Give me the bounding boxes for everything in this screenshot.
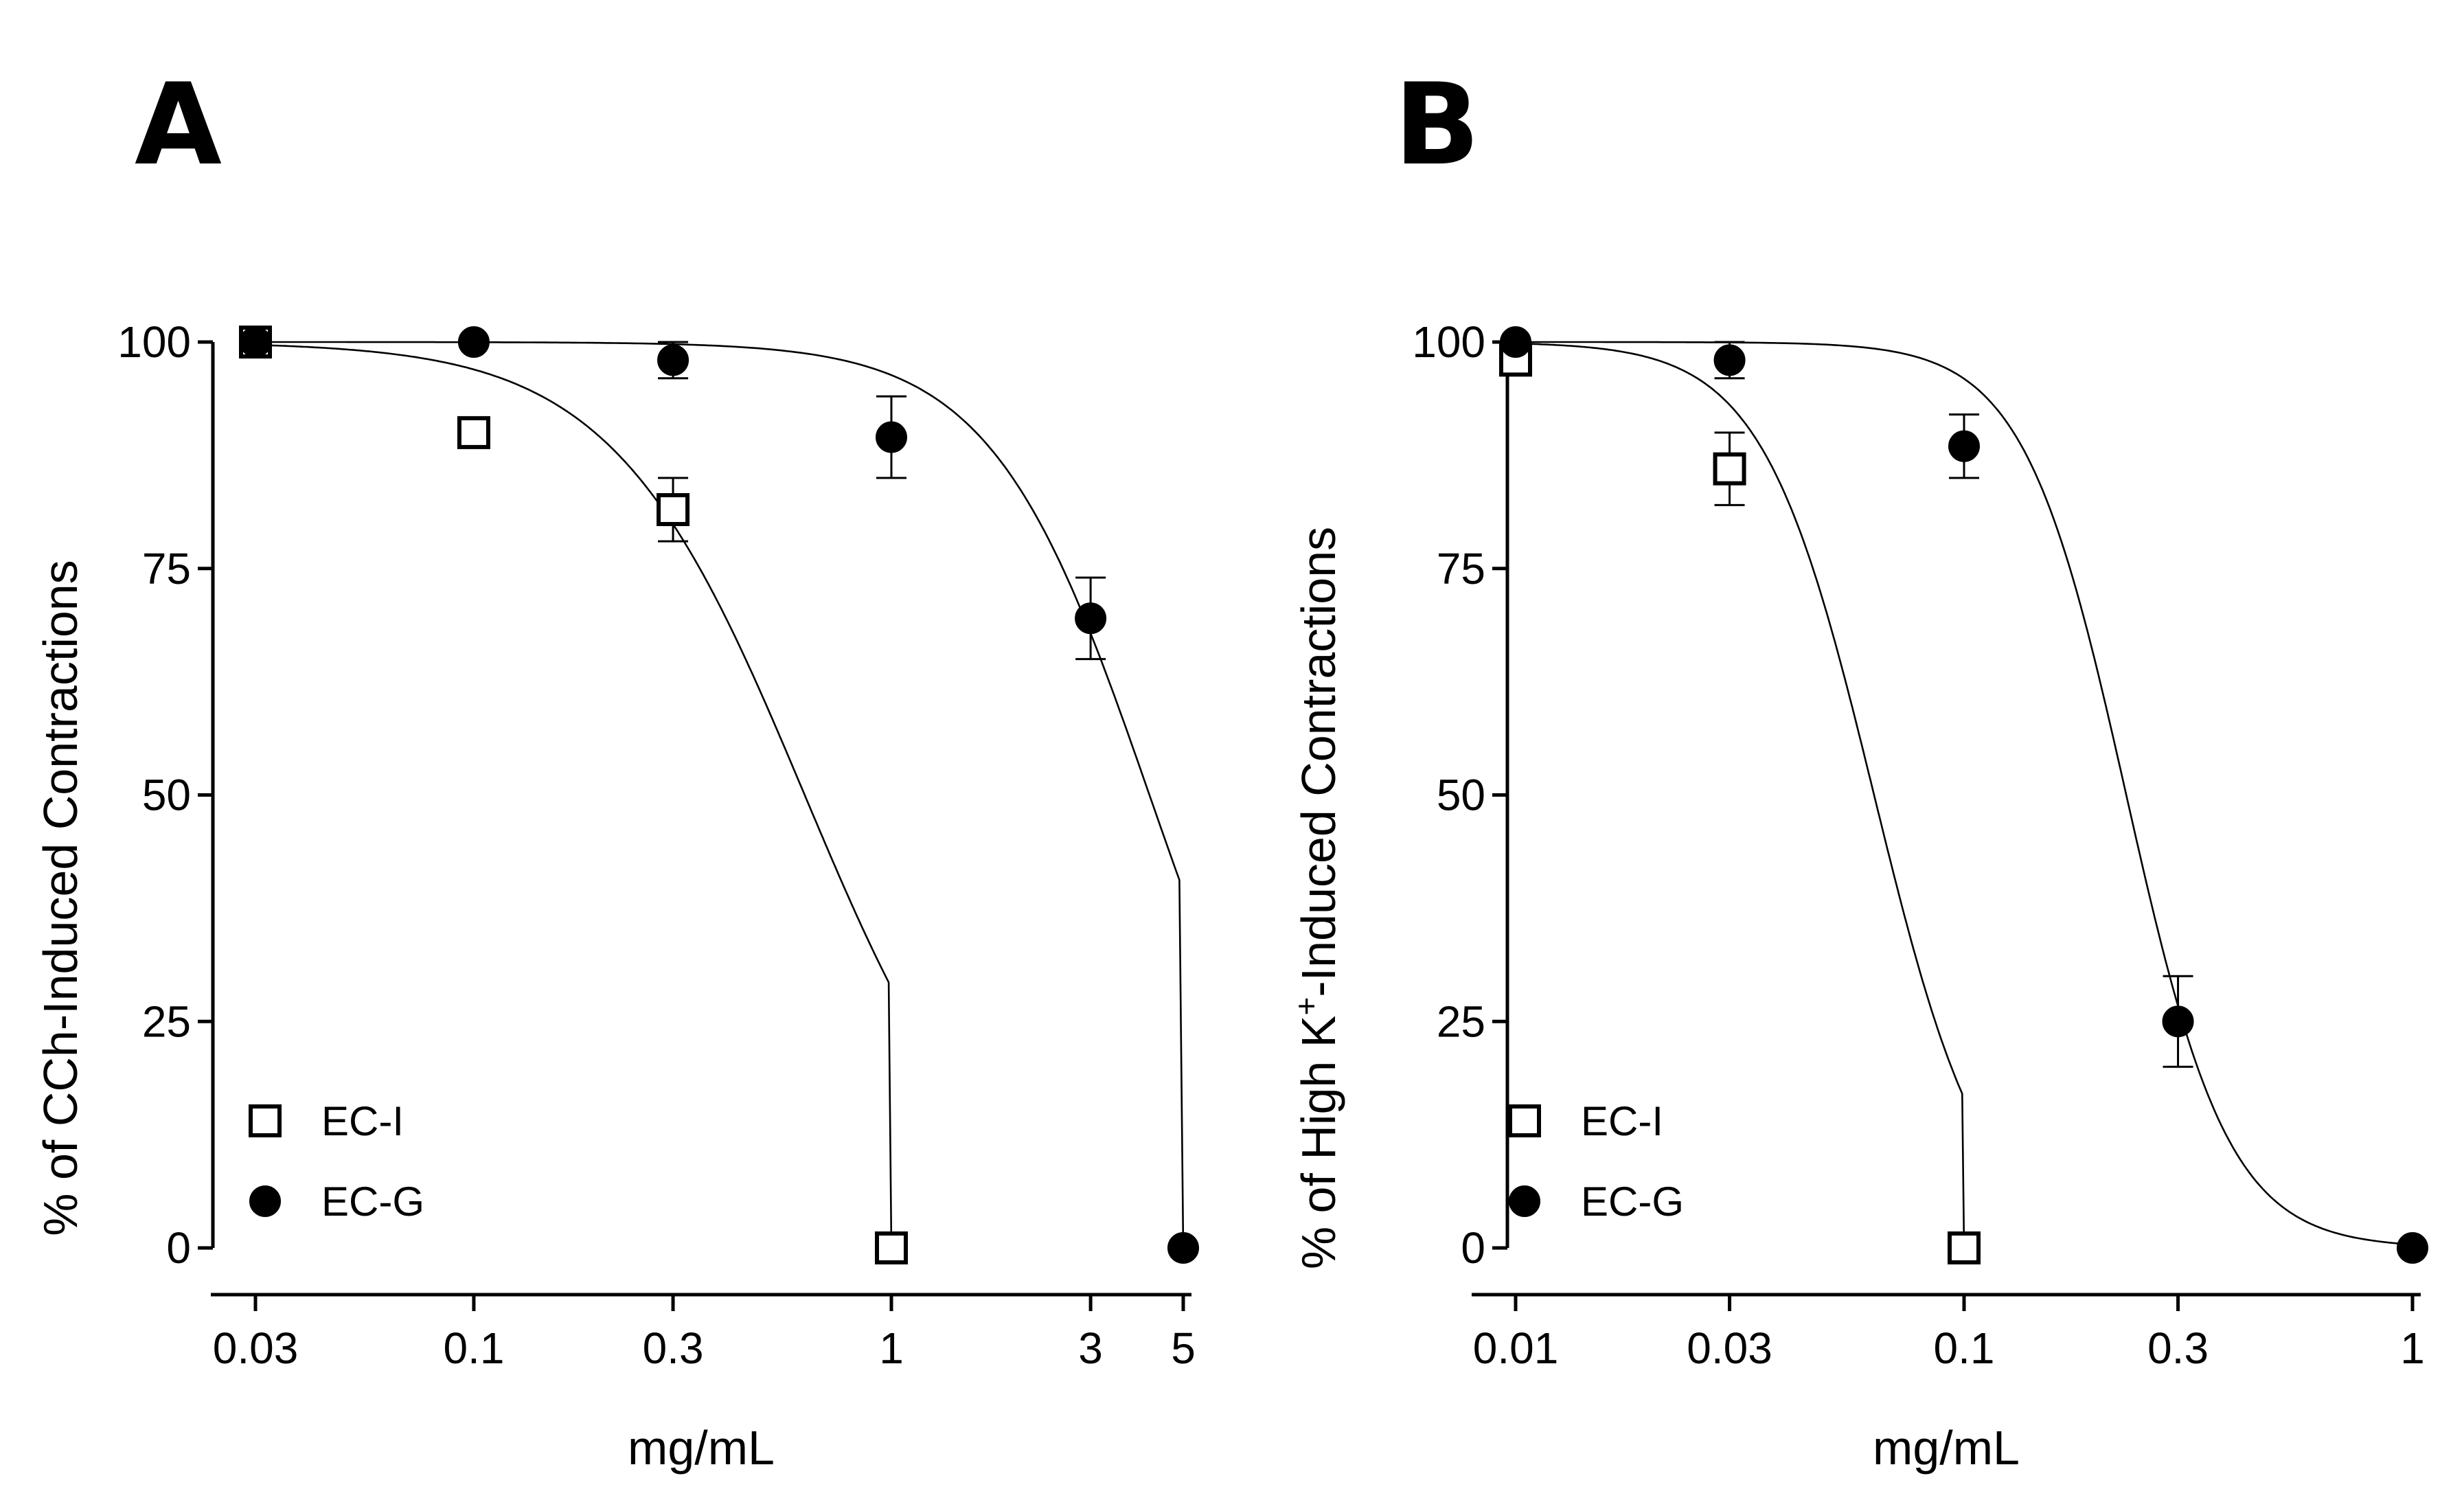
ec-g-data-point <box>240 326 271 358</box>
panel-a: A 0 25 50 75 100 0.03 0.1 0.3 1 3 5 mg/mL % of CCh-In… <box>34 59 1199 1475</box>
ec-i-data-point <box>657 493 690 527</box>
y-label-part: % of CCh-Induced Contractions <box>34 560 87 1236</box>
x-tick-label: 0.03 <box>1687 1323 1772 1373</box>
legend-label: EC-I <box>1581 1098 1663 1144</box>
y-label-part: % of High K <box>1292 1016 1345 1270</box>
legend-marker <box>249 1185 281 1217</box>
ec-i-fit-curve <box>1515 342 1965 1249</box>
ec-i-data-point <box>457 416 490 449</box>
x-axis-label: mg/mL <box>1873 1421 2020 1475</box>
ec-i-fit-curve <box>255 343 893 1249</box>
ec-g-data-point <box>457 326 490 358</box>
y-tick-label: 50 <box>142 771 191 820</box>
x-tick-label: 0.1 <box>1934 1323 1995 1373</box>
ec-i-data-point <box>1948 1231 1981 1264</box>
y-axis-label: % of High K+-Induced Contractions <box>1288 527 1345 1269</box>
x-tick-label: 0.1 <box>443 1323 504 1373</box>
x-tick-label: 5 <box>1171 1323 1196 1373</box>
legend-item: EC-G <box>249 1179 424 1225</box>
x-tick-label: 1 <box>879 1323 904 1373</box>
ec-g-fit-curve <box>1516 341 2413 1249</box>
legend-marker <box>1509 1185 1540 1217</box>
y-tick-label: 25 <box>1437 997 1485 1046</box>
y-tick-label: 25 <box>142 997 191 1046</box>
ec-i-data-point <box>1713 452 1746 486</box>
x-tick-label: 0.03 <box>213 1323 299 1373</box>
legend-item: EC-I <box>249 1098 404 1144</box>
y-tick-label: 75 <box>142 544 191 593</box>
legend-marker <box>1508 1104 1541 1137</box>
legend-label: EC-G <box>1581 1179 1684 1225</box>
ec-g-data-point <box>657 344 689 376</box>
ec-g-data-point <box>1500 326 1531 358</box>
y-tick-label: 100 <box>117 317 191 367</box>
x-tick-label: 0.3 <box>643 1323 704 1373</box>
ec-i-data-point <box>874 1231 908 1264</box>
ec-g-data-point <box>1713 344 1746 376</box>
legend-item: EC-I <box>1508 1098 1663 1144</box>
y-axis-label: % of CCh-Induced Contractions <box>34 560 87 1236</box>
panel-letter: B <box>1394 59 1480 190</box>
y-label-superscript: + <box>1288 997 1324 1016</box>
x-axis-label: mg/mL <box>628 1421 775 1475</box>
ec-g-data-point <box>875 421 907 453</box>
legend-marker <box>249 1104 282 1137</box>
y-label-part: -Induced Contractions <box>1292 527 1345 997</box>
y-tick-label: 50 <box>1437 771 1485 820</box>
ec-g-data-point <box>2397 1232 2428 1264</box>
x-tick-label: 0.3 <box>2147 1323 2209 1373</box>
x-tick-label: 1 <box>2400 1323 2425 1373</box>
x-tick-label: 0.01 <box>1473 1323 1559 1373</box>
y-tick-label: 0 <box>166 1223 191 1273</box>
ec-g-data-point <box>1075 602 1107 635</box>
legend-label: EC-I <box>321 1098 404 1144</box>
panel-b: B 0 25 50 75 100 0.01 0.03 0.1 0.3 1 mg/mL % of High… <box>1288 59 2428 1475</box>
legend-label: EC-G <box>321 1179 424 1225</box>
panel-letter: A <box>135 59 222 190</box>
legend-item: EC-G <box>1509 1179 1684 1225</box>
x-tick-label: 3 <box>1078 1323 1103 1373</box>
ec-g-data-point <box>1167 1232 1199 1264</box>
y-tick-label: 100 <box>1412 317 1485 367</box>
ec-g-fit-curve <box>255 341 1185 1249</box>
y-tick-label: 75 <box>1437 544 1485 593</box>
ec-g-data-point <box>2162 1005 2194 1038</box>
y-tick-label: 0 <box>1461 1223 1485 1273</box>
ec-g-data-point <box>1948 430 1980 462</box>
